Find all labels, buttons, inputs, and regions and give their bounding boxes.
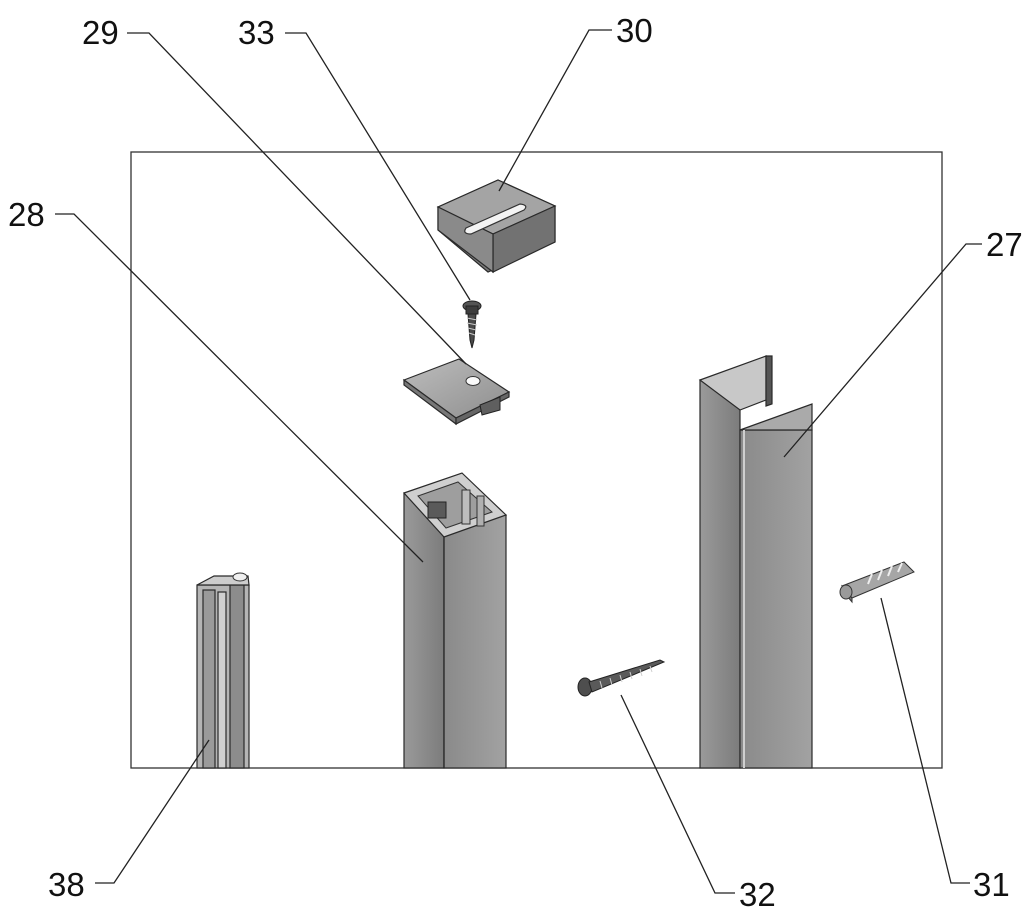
- leader-31: [880, 597, 970, 884]
- leader-27: [783, 243, 982, 458]
- callout-29: 29: [82, 14, 119, 51]
- callout-33: 33: [238, 14, 275, 51]
- drawing-frame: [130, 151, 943, 769]
- callout-38: 38: [48, 866, 85, 903]
- callout-32: 32: [739, 876, 776, 913]
- leader-lines: [55, 29, 982, 894]
- leader-28: [55, 213, 424, 563]
- callout-30: 30: [616, 12, 653, 49]
- part-29-base-plate: [402, 358, 511, 426]
- part-32-wood-screw: [577, 659, 666, 697]
- part-31-wall-plug: [839, 561, 915, 604]
- part-27-u-profile: [698, 355, 813, 769]
- callout-31: 31: [973, 866, 1010, 903]
- leader-30: [498, 29, 612, 192]
- part-38-narrow-profile: [196, 572, 250, 769]
- callout-28: 28: [8, 196, 45, 233]
- callout-labels: 29 33 30 28 27 38 32 31: [8, 12, 1023, 913]
- part-33-screw: [462, 300, 482, 349]
- part-28-square-profile: [402, 472, 508, 769]
- leader-32: [620, 694, 735, 894]
- leader-29: [127, 32, 467, 365]
- leader-38: [95, 739, 210, 884]
- callout-27: 27: [986, 226, 1023, 263]
- leader-33: [285, 32, 471, 301]
- part-30-cover-cap: [436, 179, 557, 274]
